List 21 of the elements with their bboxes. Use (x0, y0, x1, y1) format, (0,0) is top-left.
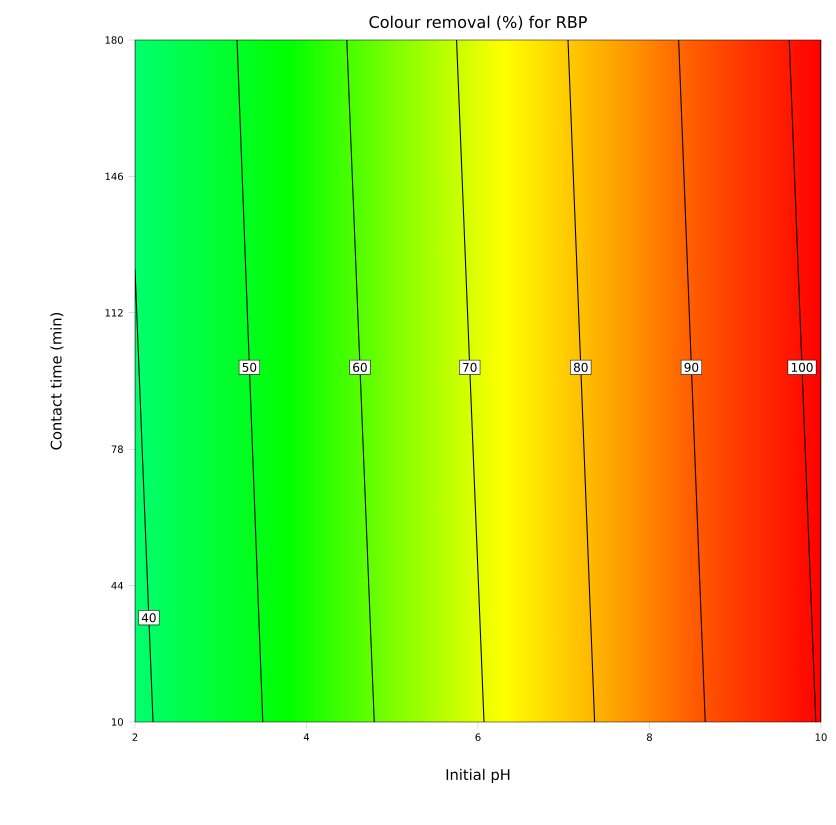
x-tick-label: 2 (132, 733, 138, 741)
y-tick-label: 180 (106, 36, 123, 44)
y-tick-label: 146 (106, 172, 123, 180)
x-axis-title: Initial pH (446, 768, 510, 783)
x-tick-label: 4 (304, 733, 310, 741)
series-label: 50 (242, 362, 256, 372)
y-tick-label: 44 (111, 582, 124, 590)
y-axis-title: Contact time (min) (50, 312, 64, 450)
series-label: 40 (142, 613, 156, 622)
series-label: 80 (574, 362, 588, 372)
y-tick-label: 78 (112, 445, 123, 453)
x-tick-label: 10 (816, 733, 827, 741)
series-label: 70 (463, 362, 477, 372)
series-label: 60 (353, 362, 367, 372)
y-tick-label: 10 (112, 718, 123, 726)
chart-title: Colour removal (%) for RBP (369, 16, 587, 30)
x-tick-label: 6 (476, 733, 481, 741)
series-label: 90 (684, 362, 698, 372)
x-tick-label: 8 (646, 733, 652, 741)
y-tick-label: 112 (106, 309, 123, 316)
series-label: 100 (792, 362, 813, 372)
